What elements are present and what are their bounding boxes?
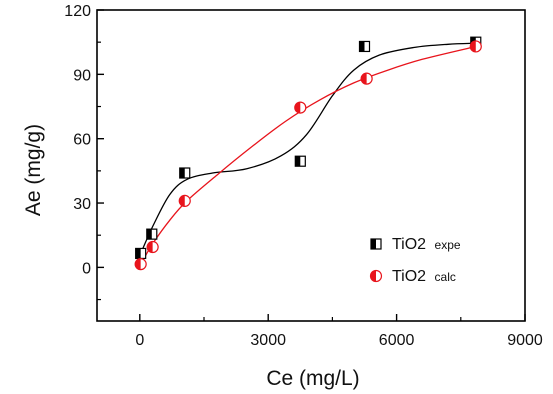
data-point-calc <box>294 101 307 114</box>
data-point-expe <box>358 40 371 53</box>
marker-fill <box>294 102 301 114</box>
legend-marker-expe <box>370 238 382 250</box>
x-axis-title: Ce (mg/L) <box>266 367 359 390</box>
data-points <box>134 36 482 271</box>
legend-label-calc-main: TiO2 <box>392 268 426 285</box>
y-tick-label: 90 <box>73 67 91 84</box>
legend-label-expe-suffix: expe <box>435 238 461 252</box>
marker-fill <box>361 73 367 85</box>
data-point-calc <box>134 258 147 271</box>
marker-fill <box>359 41 365 52</box>
y-axis-title: Ae (mg/g) <box>22 124 45 216</box>
data-point-calc <box>469 40 482 53</box>
y-tick-label: 120 <box>64 3 91 20</box>
x-tick-label: 6000 <box>379 332 415 349</box>
legend-label-expe: TiO2 expe <box>392 236 461 253</box>
axis-ticks <box>97 9 526 321</box>
marker-fill <box>179 195 185 207</box>
legend-label-expe-main: TiO2 <box>392 236 426 253</box>
data-point-calc <box>146 240 159 254</box>
data-point-expe <box>294 155 306 167</box>
marker-fill <box>135 258 141 270</box>
marker-fill <box>179 168 185 179</box>
fit-curve-expe <box>140 42 476 254</box>
marker-fill <box>470 40 476 52</box>
marker-fill <box>135 248 141 259</box>
x-tick-label: 9000 <box>507 332 543 349</box>
legend-label-calc-suffix: calc <box>435 270 456 284</box>
marker-fill <box>146 229 152 240</box>
tick-labels: 0 3000 6000 9000 0 30 60 90 120 <box>64 3 543 349</box>
marker-fill <box>370 270 376 282</box>
data-point-calc <box>360 72 373 85</box>
fit-curves <box>140 42 476 265</box>
marker-fill <box>147 241 153 253</box>
y-tick-label: 60 <box>73 132 91 149</box>
data-point-expe <box>146 228 158 240</box>
y-tick-label: 0 <box>82 260 91 277</box>
data-point-calc <box>178 194 191 207</box>
legend-circle-icon <box>369 269 383 283</box>
legend-square-icon <box>370 238 382 250</box>
y-tick-label: 30 <box>73 196 91 213</box>
x-tick-label: 3000 <box>250 332 286 349</box>
marker-fill <box>371 239 376 249</box>
plot-frame <box>96 9 526 322</box>
legend-marker-calc <box>369 269 383 283</box>
fit-curve-calc <box>140 45 476 265</box>
data-point-expe <box>179 167 191 179</box>
marker-fill <box>295 156 301 167</box>
legend: TiO2 expe TiO2 calc <box>369 236 461 285</box>
data-point-expe <box>135 247 147 260</box>
x-tick-label: 0 <box>135 332 144 349</box>
legend-label-calc: TiO2 calc <box>392 268 456 285</box>
